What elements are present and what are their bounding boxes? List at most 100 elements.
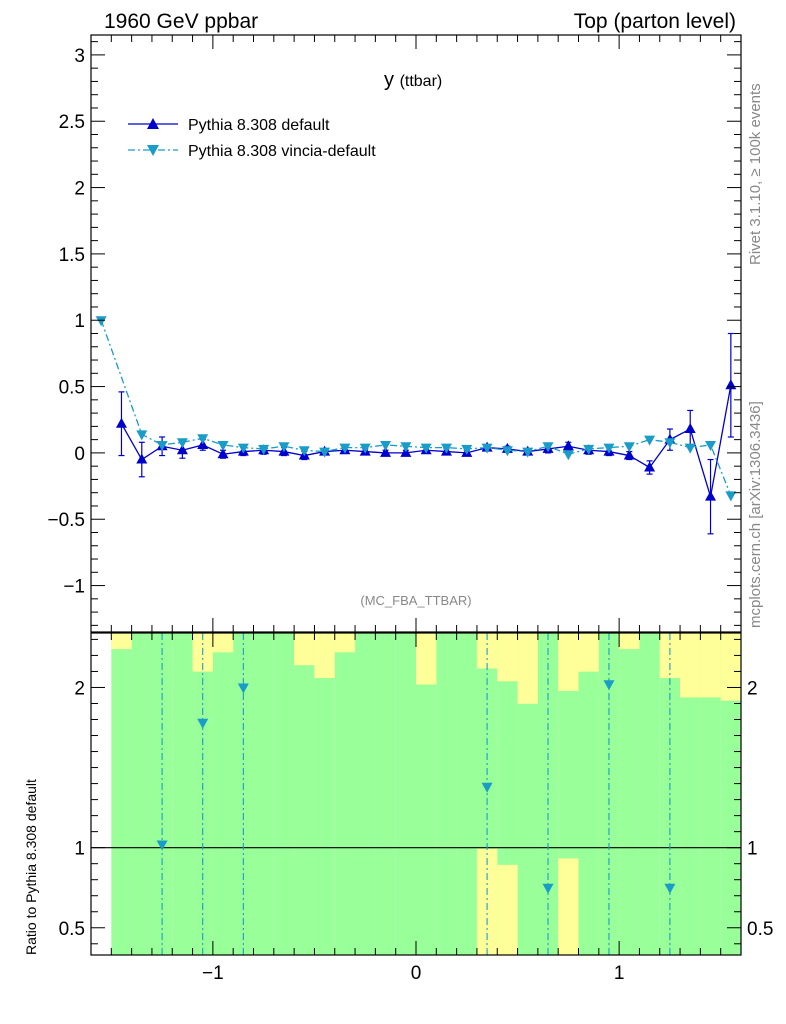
data-point <box>440 443 452 454</box>
y-tick-label: 0 <box>74 444 85 465</box>
legend-entry-default: Pythia 8.308 default <box>188 117 330 134</box>
data-point <box>583 444 595 455</box>
data-point <box>481 443 493 454</box>
data-point <box>603 443 615 454</box>
ratio-band-upper <box>659 633 681 679</box>
ratio-band-upper <box>416 633 437 685</box>
legend-marker-default <box>147 118 159 129</box>
data-point <box>664 438 676 449</box>
data-point <box>278 442 290 453</box>
ratio-band-upper <box>700 633 721 698</box>
data-point <box>623 442 635 453</box>
legend-entry-vincia: Pythia 8.308 vincia-default <box>188 143 376 160</box>
ratio-band <box>334 633 356 955</box>
ratio-band-upper <box>619 633 640 650</box>
ratio-y-tick-label-right: 0.5 <box>747 919 773 940</box>
ratio-band <box>517 633 538 955</box>
data-point <box>522 447 534 458</box>
ratio-band-upper <box>517 633 538 704</box>
process-label: Top (parton level) <box>574 10 736 33</box>
ratio-band-upper <box>314 633 335 679</box>
ratio-band-upper <box>334 633 356 653</box>
ratio-band <box>700 633 721 955</box>
data-point <box>136 430 148 441</box>
ratio-y-tick-label-right: 1 <box>747 839 758 860</box>
ratio-point <box>542 883 554 894</box>
ratio-band <box>212 633 234 955</box>
series-line-1 <box>100 320 732 496</box>
data-point <box>319 447 331 458</box>
ratio-band-upper <box>497 633 518 682</box>
ratio-point <box>481 782 493 793</box>
x-tick-label: 0 <box>411 963 422 984</box>
x-tick-label: −1 <box>202 963 224 984</box>
ratio-band <box>172 633 193 955</box>
ratio-band <box>416 633 437 955</box>
data-point <box>644 461 656 472</box>
data-point <box>420 443 432 454</box>
analysis-tag: (MC_FBA_TTBAR) <box>360 593 471 608</box>
data-point <box>644 435 656 446</box>
ratio-band-upper <box>578 633 599 672</box>
data-point <box>380 440 392 451</box>
data-point <box>623 449 635 460</box>
data-point <box>705 440 717 451</box>
ratio-point <box>237 683 249 694</box>
ratio-band <box>720 633 741 955</box>
ratio-band <box>456 633 477 955</box>
ratio-band <box>578 633 599 955</box>
ratio-y-tick-label: 1 <box>74 839 85 860</box>
ratio-band <box>253 633 274 955</box>
ratio-y-tick-label: 0.5 <box>59 919 85 940</box>
axes-layer: −1 0 1 −1 −0.5 0 0.5 1 1.5 2 2.5 3 0.5 0.5 1 1 2 2 <box>47 34 773 984</box>
x-tick-label: 1 <box>614 963 625 984</box>
data-point <box>115 417 127 428</box>
plot-title: y (ttbar) <box>384 69 442 91</box>
data-point <box>217 440 229 451</box>
data-point <box>400 442 412 453</box>
data-point <box>684 443 696 454</box>
ratio-band <box>375 633 396 955</box>
data-point <box>359 443 371 454</box>
ratio-band <box>111 633 132 955</box>
ratio-band <box>273 633 295 955</box>
legend-marker-vincia <box>147 145 159 156</box>
data-point <box>501 446 513 457</box>
y-tick-label: 1.5 <box>59 245 85 266</box>
ratio-band-upper <box>111 633 132 650</box>
y-tick-label: 0.5 <box>59 378 85 399</box>
ratio-series-layer <box>156 633 676 955</box>
data-point <box>542 442 554 453</box>
y-tick-label: 2.5 <box>59 112 85 133</box>
y-tick-label: 3 <box>74 46 85 67</box>
data-point <box>298 446 310 457</box>
ratio-band <box>355 633 376 955</box>
beam-label: 1960 GeV ppbar <box>104 10 258 33</box>
ratio-band <box>131 633 152 955</box>
y-tick-label: −0.5 <box>47 510 85 531</box>
data-point <box>176 444 188 455</box>
legend: Pythia 8.308 default Pythia 8.308 vincia… <box>128 117 376 160</box>
ratio-point <box>197 718 209 729</box>
ratio-band-upper <box>558 633 579 691</box>
ratio-point <box>156 840 168 851</box>
y-tick-label: 1 <box>74 311 85 332</box>
data-point <box>258 444 270 455</box>
ratio-point <box>603 680 615 691</box>
data-point <box>461 444 473 455</box>
ratio-band-upper <box>680 633 701 698</box>
ratio-band-lower <box>476 848 498 955</box>
data-point <box>95 316 107 327</box>
ratio-band-upper <box>294 633 315 666</box>
ratio-band-upper <box>212 633 234 653</box>
ratio-band <box>436 633 457 955</box>
data-point <box>725 491 737 502</box>
ratio-band-lower <box>497 864 518 955</box>
data-point <box>197 434 209 445</box>
main-series-layer <box>95 316 737 535</box>
ratio-ylabel: Ratio to Pythia 8.308 default <box>23 779 39 955</box>
data-point <box>725 379 737 390</box>
ratio-band <box>314 633 335 955</box>
data-point <box>705 490 717 501</box>
y-tick-label: 2 <box>74 179 85 200</box>
